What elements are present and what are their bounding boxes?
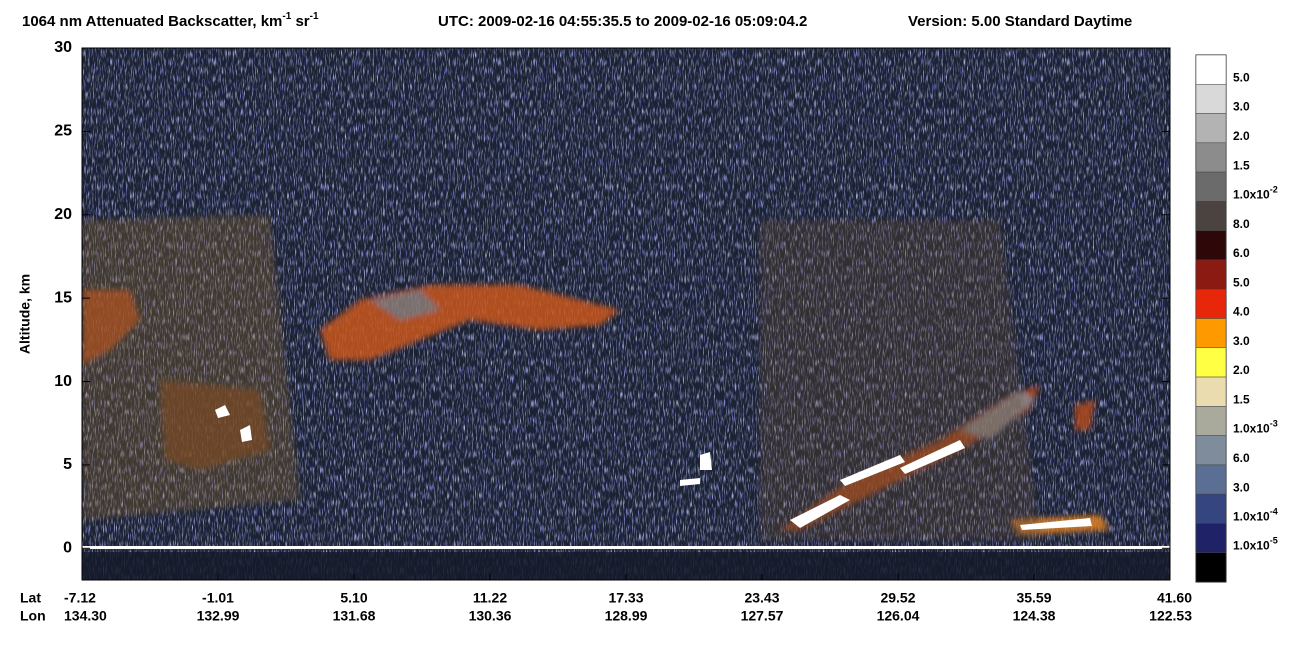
colorbar-label: 1.5: [1233, 393, 1250, 407]
colorbar-label-base: 1.0x10: [1233, 188, 1270, 202]
y-tick-label: 10: [54, 373, 72, 390]
surface-return: [82, 546, 1170, 549]
lon-label: 134.30: [64, 608, 107, 624]
lat-label: 5.10: [340, 590, 367, 606]
lon-label: 127.57: [741, 608, 784, 624]
title-text: 1064 nm Attenuated Backscatter, km: [22, 13, 282, 30]
lon-label: 130.36: [469, 608, 512, 624]
colorbar-swatch: [1195, 347, 1227, 378]
title-sup: -1: [310, 11, 319, 22]
title-sup: -1: [282, 11, 291, 22]
colorbar-label: 4.0: [1233, 305, 1250, 319]
chart-title: 1064 nm Attenuated Backscatter, km-1 sr-…: [22, 11, 319, 30]
lon-label: 132.99: [197, 608, 240, 624]
lon-label: 131.68: [333, 608, 376, 624]
lat-label: 41.60: [1157, 590, 1192, 606]
colorbar-swatch: [1195, 376, 1227, 407]
cloud-features: [82, 215, 1110, 540]
lon-label: 128.99: [605, 608, 648, 624]
colorbar-label: 2.0: [1233, 363, 1250, 377]
colorbar-label: 1.5: [1233, 158, 1250, 172]
colorbar-label: 1.0x10-4: [1233, 507, 1278, 524]
colorbar-label-base: 1.0x10: [1233, 422, 1270, 436]
colorbar-swatch: [1195, 171, 1227, 202]
y-axis-label: Altitude, km: [17, 274, 33, 354]
colorbar-label: 2.0: [1233, 129, 1250, 143]
y-tick-label: 5: [63, 456, 72, 473]
colorbar-swatch: [1195, 406, 1227, 436]
colorbar-label: 6.0: [1233, 451, 1250, 465]
utc-range: UTC: 2009-02-16 04:55:35.5 to 2009-02-16…: [438, 13, 807, 30]
colorbar-swatch: [1195, 493, 1227, 524]
colorbar-label: 3.0: [1233, 100, 1250, 114]
y-tick-label: 0: [63, 540, 72, 557]
x-row-title: Lat: [20, 590, 41, 606]
colorbar-label-base: 1.0x10: [1233, 510, 1270, 524]
colorbar-label-sup: -2: [1270, 185, 1278, 195]
colorbar-swatch: [1195, 201, 1227, 231]
lat-label: -1.01: [202, 590, 234, 606]
colorbar-label-sup: -5: [1270, 536, 1278, 546]
colorbar-label: 3.0: [1233, 480, 1250, 494]
lat-label: 29.52: [880, 590, 915, 606]
colorbar-swatch: [1195, 552, 1227, 583]
colorbar-label-sup: -4: [1270, 507, 1278, 517]
colorbar-label: 3.0: [1233, 334, 1250, 348]
lon-label: 126.04: [877, 608, 920, 624]
colorbar-swatch: [1195, 288, 1227, 319]
x-row-title: Lon: [20, 608, 46, 624]
colorbar-label: 5.0: [1233, 275, 1250, 289]
colorbar-swatch: [1195, 435, 1227, 466]
lat-label: -7.12: [64, 590, 96, 606]
colorbar-label-base: 1.0x10: [1233, 539, 1270, 553]
colorbar-label: 5.0: [1233, 70, 1250, 84]
y-tick-label: 20: [54, 206, 72, 223]
colorbar-label: 8.0: [1233, 217, 1250, 231]
title-text: sr: [291, 13, 310, 30]
colorbar-swatch: [1195, 84, 1227, 114]
y-tick-label: 30: [54, 39, 72, 56]
colorbar-swatch: [1195, 142, 1227, 173]
lat-label: 17.33: [608, 590, 643, 606]
lat-label: 35.59: [1016, 590, 1051, 606]
colorbar-swatch: [1195, 54, 1227, 85]
colorbar-label-sup: -3: [1270, 419, 1278, 429]
lon-label: 122.53: [1149, 608, 1192, 624]
y-tick-label: 25: [54, 123, 72, 140]
colorbar-swatch: [1195, 259, 1227, 290]
lon-label: 124.38: [1013, 608, 1056, 624]
colorbar-swatch: [1195, 464, 1227, 495]
colorbar-label: 1.0x10-3: [1233, 419, 1278, 436]
colorbar-swatch: [1195, 523, 1227, 553]
colorbar-swatch: [1195, 113, 1227, 144]
lat-label: 23.43: [744, 590, 779, 606]
y-tick-label: 15: [54, 289, 72, 306]
version: Version: 5.00 Standard Daytime: [908, 13, 1132, 30]
colorbar-label: 1.0x10-2: [1233, 185, 1278, 202]
colorbar-label: 6.0: [1233, 246, 1250, 260]
colorbar-label: 1.0x10-5: [1233, 536, 1278, 553]
bright-features: [215, 405, 1092, 530]
colorbar-swatch: [1195, 318, 1227, 349]
curtain: [82, 48, 1170, 580]
lat-label: 11.22: [473, 590, 507, 606]
colorbar-swatch: [1195, 230, 1227, 261]
